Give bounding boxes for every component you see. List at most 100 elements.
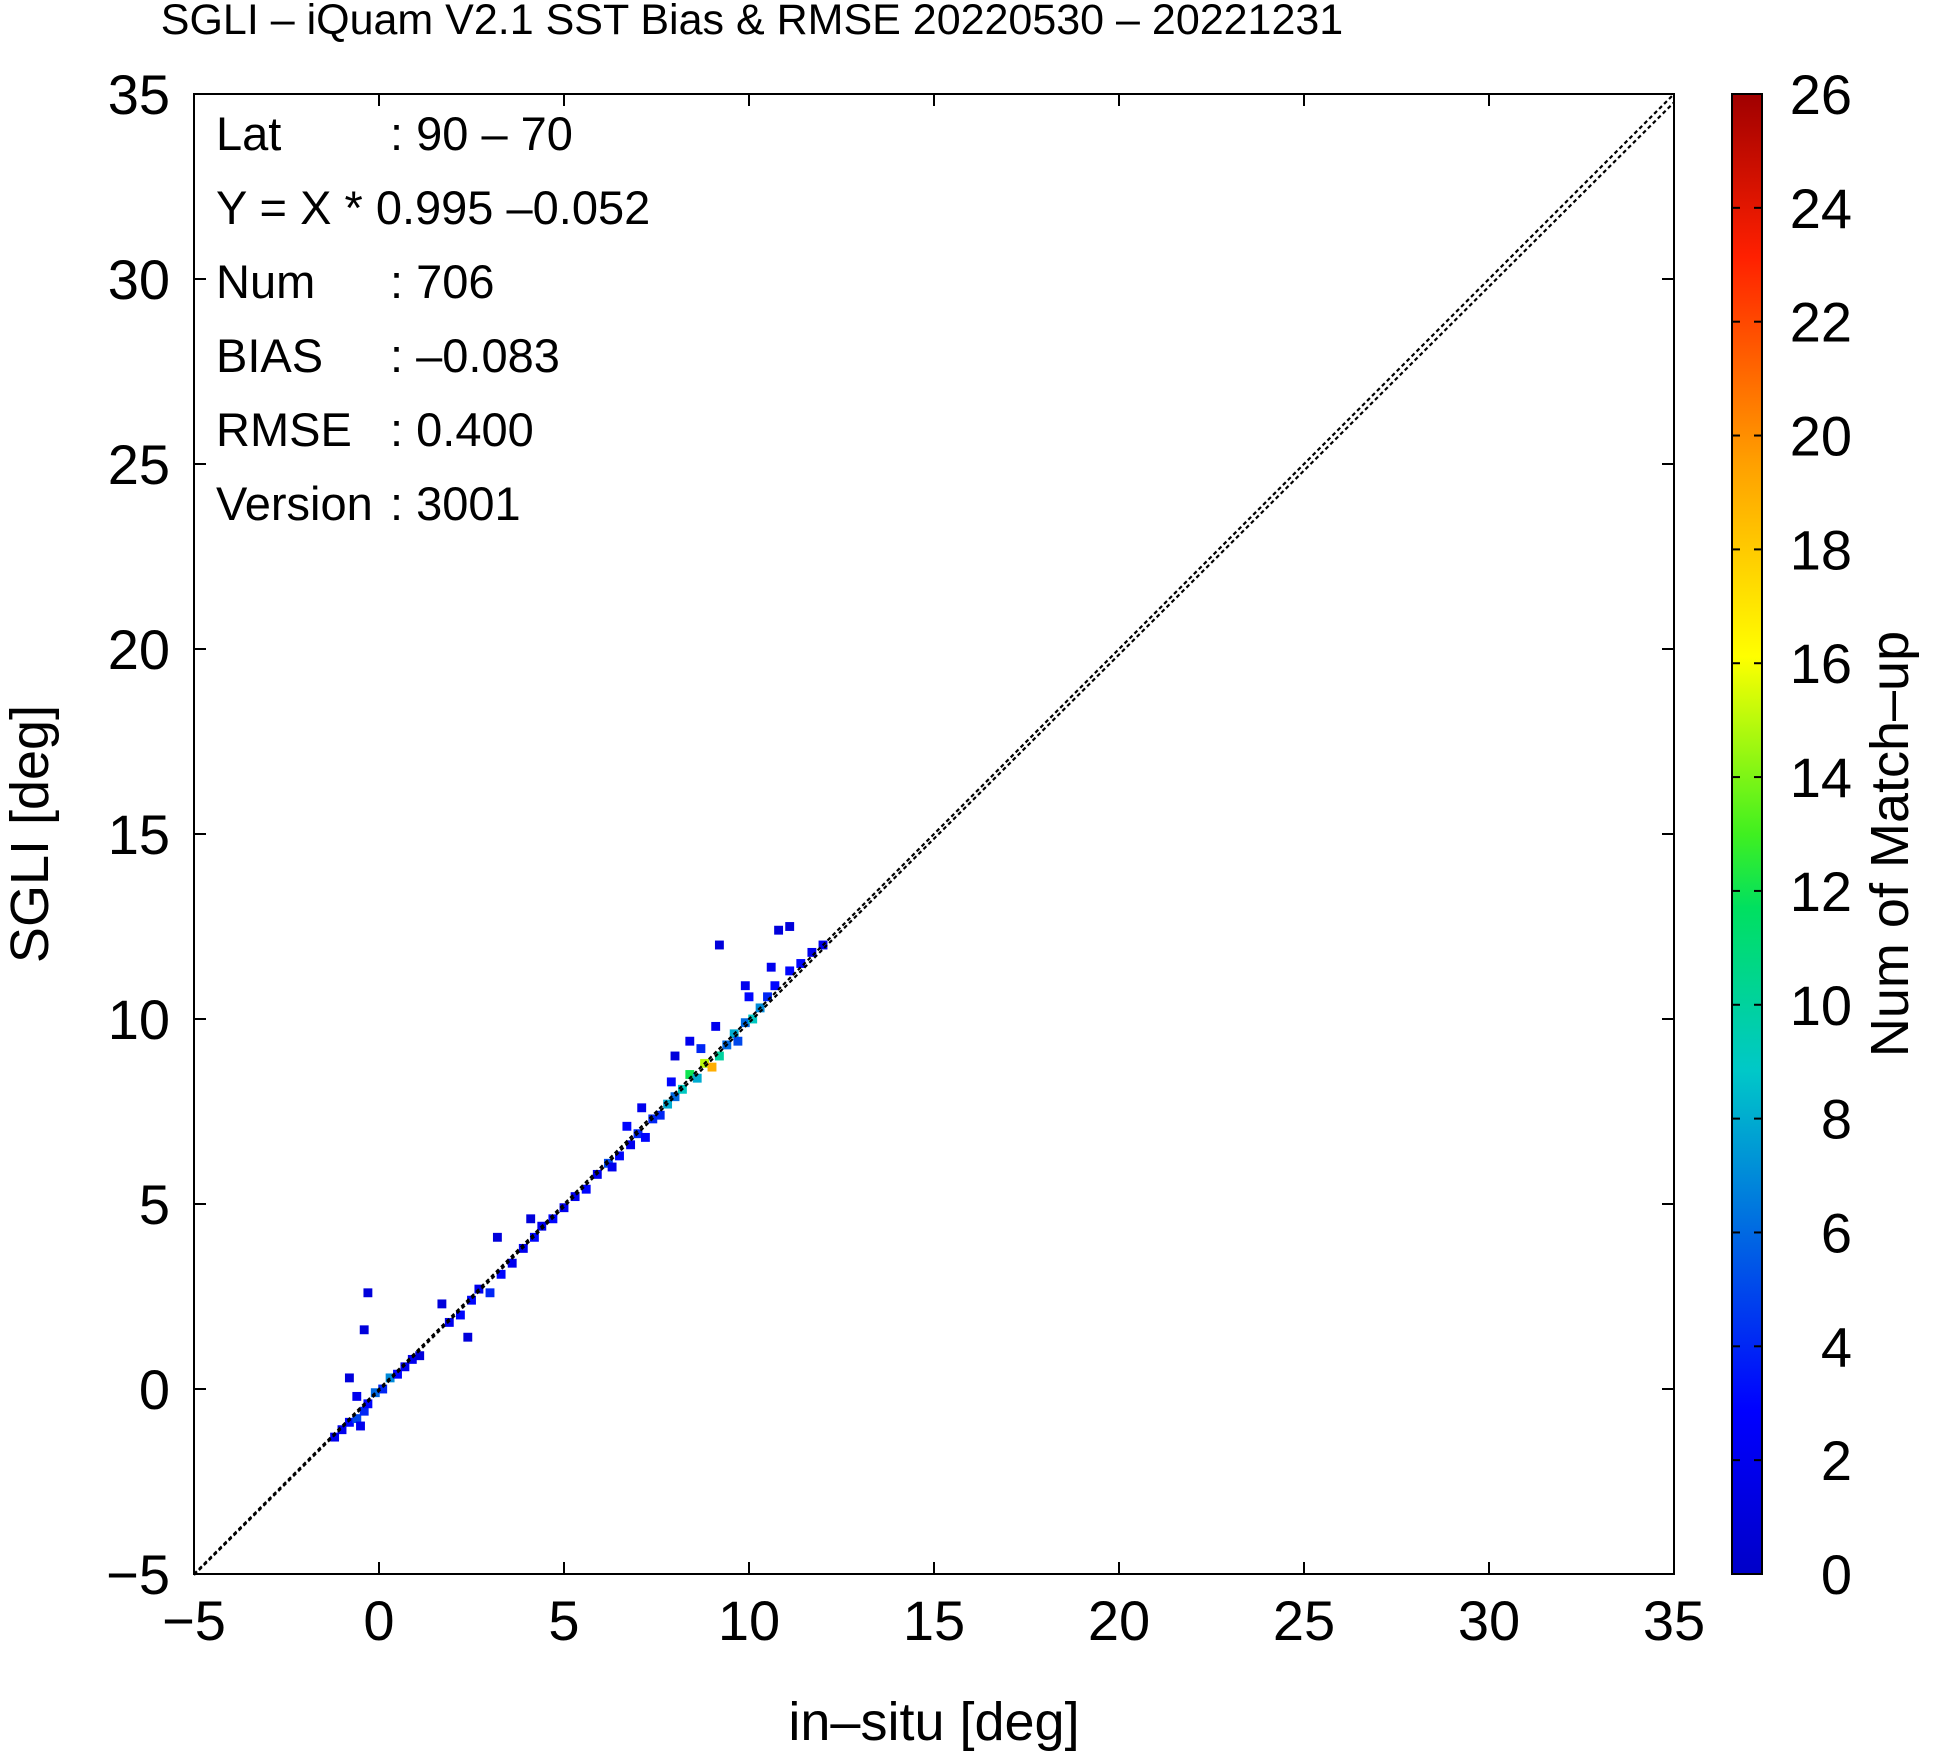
colorbar-tick-label: 24 — [1790, 177, 1852, 240]
axis-ticks: −5 0 5 10 15 20 25 30 35 −5 0 5 10 15 20 25 30 35 — [106, 63, 1705, 1652]
x-tick-label: 5 — [548, 1589, 579, 1652]
heatmap-bin — [352, 1391, 362, 1401]
x-tick-label: 35 — [1643, 1589, 1705, 1652]
y-tick-label: 15 — [108, 803, 170, 866]
x-tick-label: −5 — [162, 1589, 226, 1652]
heatmap-bin — [655, 1110, 665, 1120]
heatmap-bin — [363, 1399, 373, 1409]
stat-key: Version — [216, 477, 373, 530]
x-tick-label: 10 — [718, 1589, 780, 1652]
heatmap-bin — [507, 1258, 517, 1268]
heatmap-bin — [711, 1021, 721, 1031]
y-tick-label: 10 — [108, 988, 170, 1051]
colorbar-tick-label: 14 — [1790, 746, 1852, 809]
heatmap-bin — [766, 962, 776, 972]
heatmap-bin — [344, 1417, 354, 1427]
x-tick-label: 0 — [363, 1589, 394, 1652]
colorbar-tick-label: 12 — [1790, 860, 1852, 923]
stat-key: Num — [216, 255, 315, 308]
heatmap-bin — [740, 981, 750, 991]
heatmap-bin — [356, 1421, 365, 1431]
heatmap-bin — [492, 1232, 502, 1242]
heatmap-bin — [626, 1140, 636, 1150]
heatmap-bin — [526, 1214, 536, 1224]
heatmap-bin — [670, 1051, 680, 1061]
heatmap-bin — [385, 1373, 395, 1383]
colorbar-tick-label: 26 — [1790, 63, 1852, 126]
heatmap-bin — [744, 992, 754, 1002]
heatmap-bin — [807, 947, 817, 957]
stat-value: : 90 – 70 — [390, 107, 573, 160]
heatmap-bin — [692, 1073, 702, 1083]
heatmap-bin — [607, 1162, 617, 1172]
x-tick-label: 25 — [1273, 1589, 1335, 1652]
x-tick-label: 20 — [1088, 1589, 1150, 1652]
heatmap-bin — [770, 981, 780, 991]
colorbar-tick-label: 20 — [1790, 405, 1852, 468]
x-axis-label: in–situ [deg] — [788, 1692, 1079, 1752]
heatmap-bin — [714, 1051, 724, 1061]
heatmap-bin — [330, 1432, 340, 1442]
heatmap-bin — [714, 940, 724, 950]
colorbar-tick-label: 2 — [1821, 1429, 1852, 1492]
heatmap-bin — [581, 1184, 591, 1194]
stat-key: Lat — [216, 107, 281, 160]
heatmap-bin — [763, 992, 772, 1002]
stat-key: BIAS — [216, 329, 323, 382]
heatmap-bin — [685, 1070, 695, 1079]
heatmap-bin — [707, 1062, 717, 1072]
colorbar-tick-label: 22 — [1790, 291, 1852, 354]
heatmap-bin — [463, 1332, 473, 1342]
heatmap-bin — [622, 1121, 632, 1131]
colorbar-tick-label: 10 — [1790, 974, 1852, 1037]
stat-key: RMSE — [216, 403, 352, 456]
y-tick-label: 25 — [108, 433, 170, 496]
heatmap-bin — [748, 1014, 758, 1024]
stat-value: : 706 — [390, 255, 495, 308]
y-tick-label: 35 — [108, 63, 170, 126]
y-tick-label: 30 — [108, 248, 170, 311]
heatmap-bin — [774, 925, 784, 935]
stat-key: Y = X * 0.995 –0.052 — [216, 181, 650, 234]
y-tick-label: 20 — [108, 618, 170, 681]
heatmap-bin — [467, 1295, 476, 1305]
heatmap-bin — [359, 1406, 369, 1416]
colorbar-tick-label: 8 — [1821, 1088, 1852, 1151]
colorbar-tick-label: 6 — [1821, 1201, 1852, 1264]
heatmap-bin — [359, 1325, 369, 1335]
heatmap-bin — [785, 966, 795, 976]
heatmap-bin — [685, 1036, 695, 1046]
heatmap-bin — [352, 1414, 362, 1424]
heatmap-bin — [570, 1192, 580, 1202]
heatmap-bin — [437, 1299, 447, 1309]
y-tick-label: 5 — [139, 1173, 170, 1236]
stat-value: : –0.083 — [390, 329, 560, 382]
heatmap-bin — [407, 1354, 417, 1364]
heatmap-bin — [455, 1310, 465, 1320]
stats-box: Lat : 90 – 70 Y = X * 0.995 –0.052 Num : 706… — [216, 107, 650, 530]
one-to-one-line — [193, 93, 1675, 1575]
heatmap-bin — [370, 1388, 380, 1398]
y-tick-label: 0 — [139, 1358, 170, 1421]
chart-title: SGLI – iQuam V2.1 SST Bias & RMSE 202205… — [161, 0, 1343, 44]
colorbar — [1731, 93, 1763, 1575]
heatmap-bin — [615, 1151, 624, 1161]
heatmap-bin — [485, 1288, 495, 1298]
heatmap-bin — [696, 1044, 706, 1054]
colorbar-tick-label: 0 — [1821, 1543, 1852, 1606]
colorbar-tick-label: 18 — [1790, 518, 1852, 581]
colorbar-tick-label: 4 — [1821, 1315, 1852, 1378]
stat-value: : 3001 — [390, 477, 521, 530]
heatmap-bin — [670, 1092, 680, 1102]
heatmap-bin — [785, 922, 795, 931]
colorbar-label: Num of Match–up — [1860, 631, 1920, 1057]
heatmap-bin — [344, 1373, 354, 1383]
y-tick-label: −5 — [106, 1543, 170, 1606]
y-axis-label: SGLI [deg] — [0, 705, 60, 963]
heatmap-bin — [796, 959, 806, 968]
heatmap-bin — [666, 1077, 676, 1087]
heatmap-bin — [393, 1369, 402, 1379]
heatmap-bin — [637, 1103, 647, 1113]
